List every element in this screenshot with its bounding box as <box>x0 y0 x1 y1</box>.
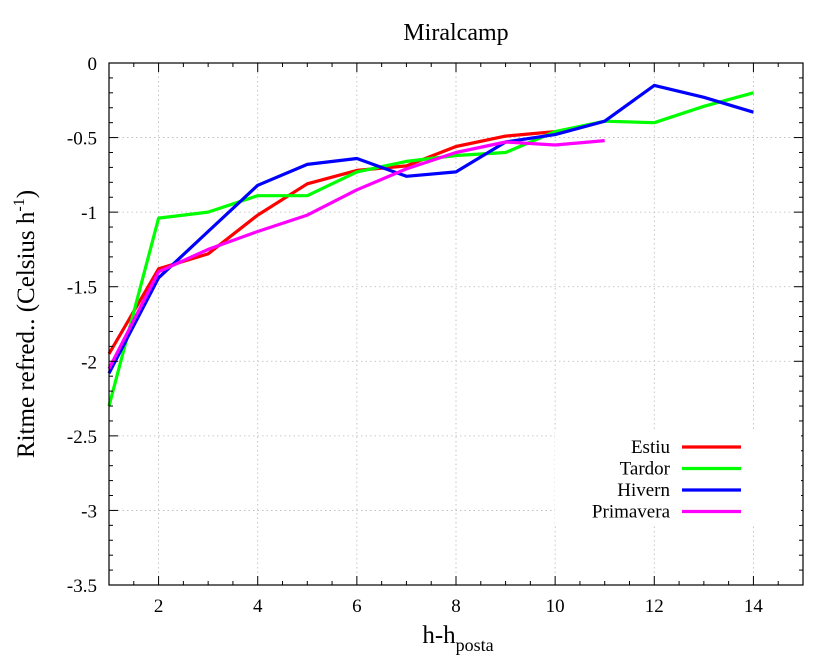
series-line-primavera <box>107 139 605 370</box>
x-axis-label-main: h-h <box>422 622 456 649</box>
axis-ticks: 2 4 6 8 10 12 14 0 -0.5 -1 -1.5 -2 -2.5 -3 -3.5 <box>67 54 804 617</box>
y-tick-label: -3.5 <box>67 576 97 597</box>
y-tick-label: -3 <box>81 501 97 522</box>
y-axis-label-superscript: -1 <box>11 198 28 211</box>
x-tick-label: 4 <box>253 596 263 617</box>
legend-label-tardor: Tardor <box>620 459 671 480</box>
y-tick-label: -2 <box>81 352 97 373</box>
grid <box>109 63 803 585</box>
x-tick-label: 6 <box>352 596 362 617</box>
y-axis-label-main: Ritme refred.. (Celsius h <box>13 211 40 458</box>
x-tick-label: 10 <box>546 596 565 617</box>
legend-background <box>555 432 801 525</box>
y-tick-label: -0.5 <box>67 129 97 150</box>
x-tick-label: 14 <box>744 596 764 617</box>
y-tick-label: -1 <box>81 203 97 224</box>
y-tick-label: -1.5 <box>67 278 97 299</box>
y-axis-label: Ritme refred.. (Celsius h-1) <box>11 190 40 458</box>
series-line-hivern <box>107 83 754 374</box>
x-axis-label-subscript: posta <box>456 635 494 655</box>
series-lines <box>107 83 754 407</box>
y-tick-label: -2.5 <box>67 427 97 448</box>
legend-label-hivern: Hivern <box>617 480 670 501</box>
y-tick-label: 0 <box>88 54 98 75</box>
series-line-estiu <box>107 130 556 355</box>
y-axis-label-end: ) <box>13 190 40 198</box>
x-tick-label: 2 <box>154 596 164 617</box>
x-axis-label: h-hposta <box>422 622 493 655</box>
legend-label-estiu: Estiu <box>631 437 671 458</box>
chart-title: Miralcamp <box>403 20 508 46</box>
legend-label-primavera: Primavera <box>592 502 671 523</box>
series-line-tardor <box>107 91 754 407</box>
x-tick-label: 8 <box>451 596 461 617</box>
x-tick-label: 12 <box>645 596 664 617</box>
